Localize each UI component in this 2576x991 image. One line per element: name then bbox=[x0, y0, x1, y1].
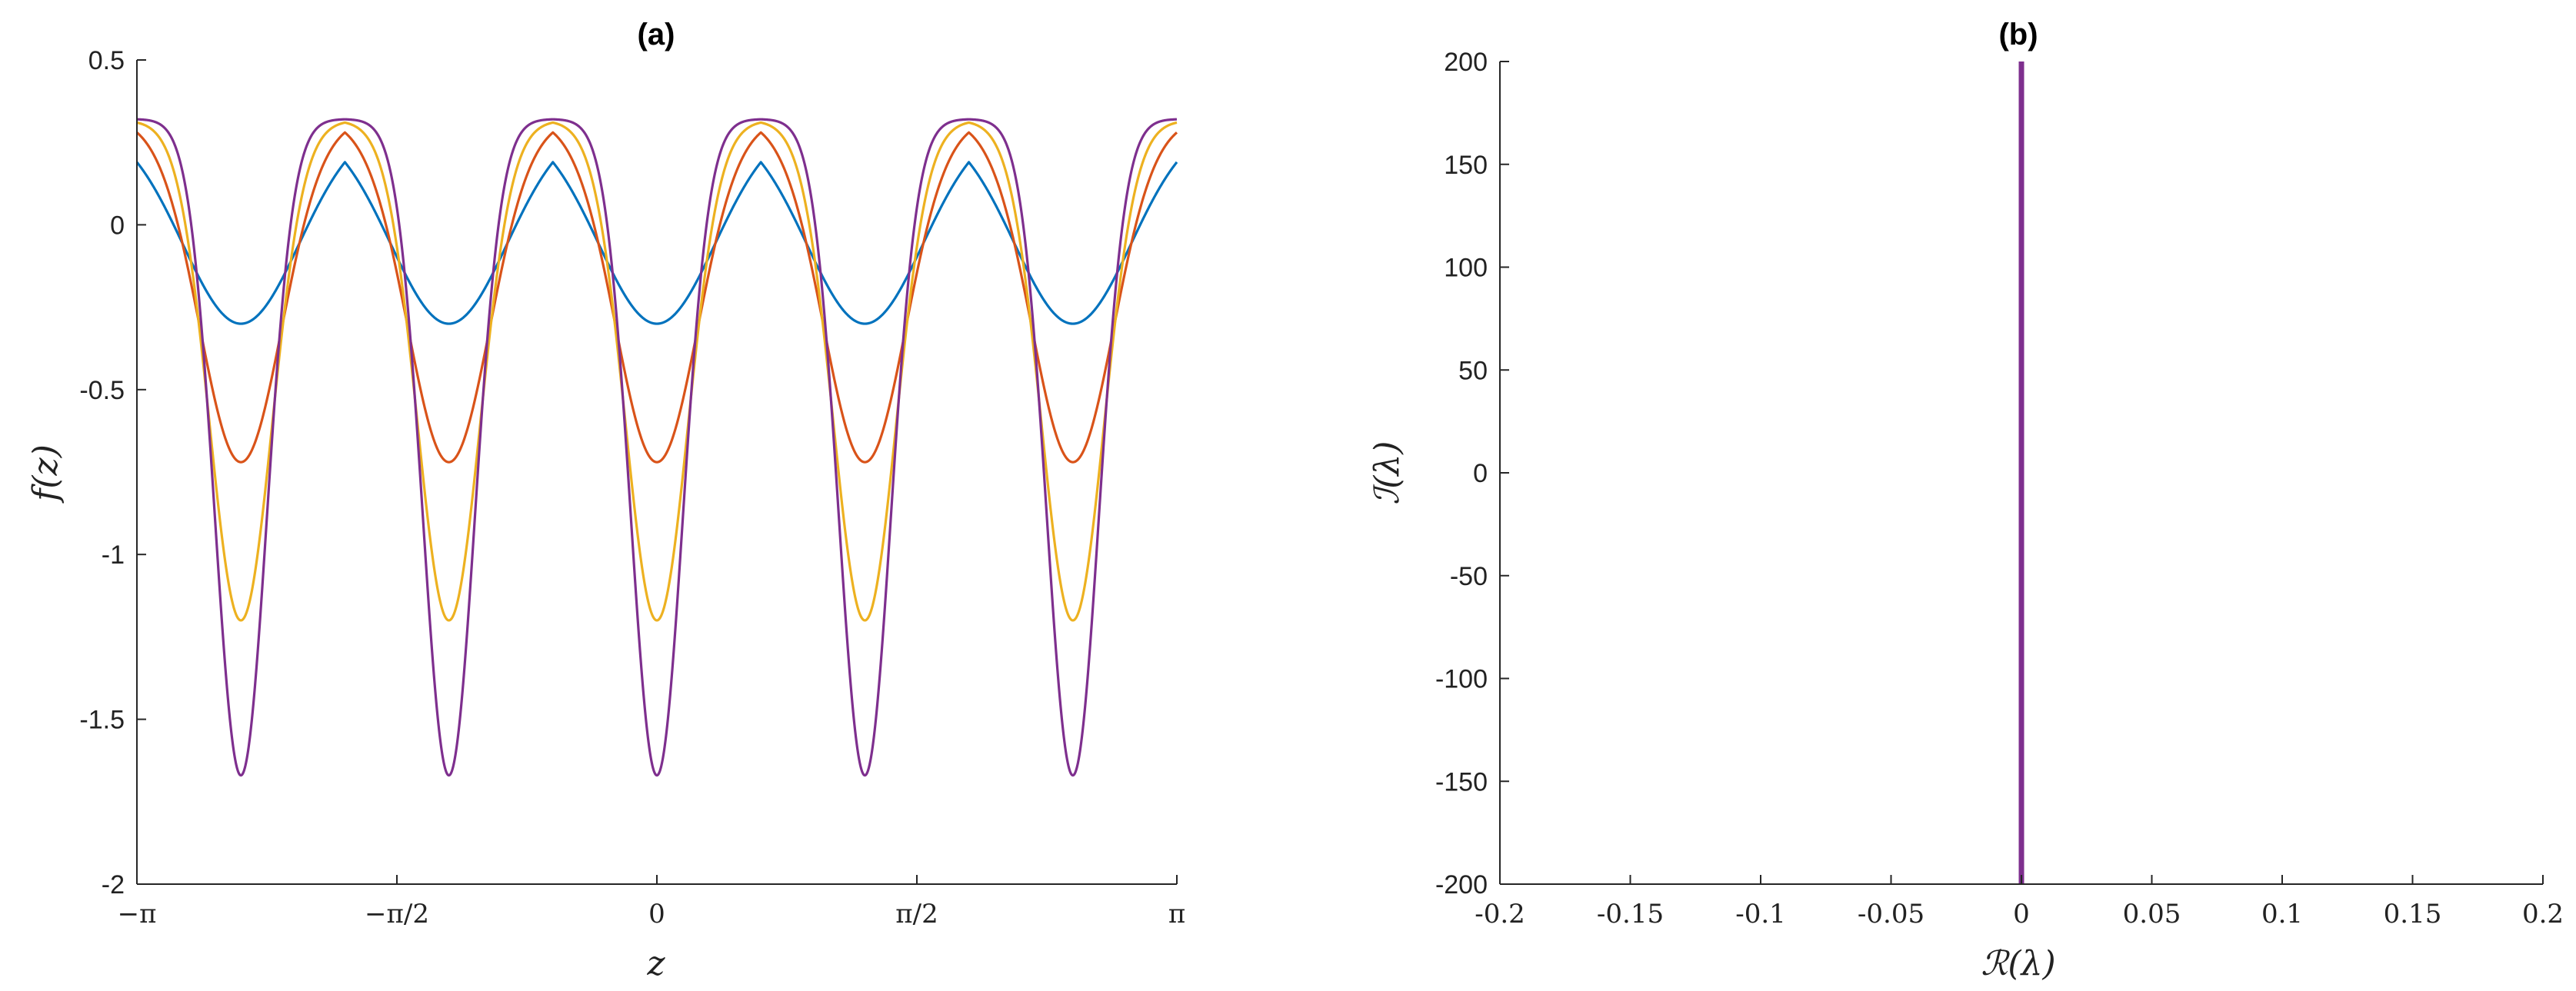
panel-a-series-4-line bbox=[136, 118, 1178, 777]
y-tick-label: -1.5 bbox=[79, 706, 125, 735]
panel-a-series-1-line bbox=[135, 161, 1178, 325]
y-tick-label: 0 bbox=[110, 211, 125, 240]
y-tick-label: -150 bbox=[1435, 767, 1488, 796]
x-tick-label: -0.2 bbox=[1475, 899, 1525, 929]
y-tick-label: -1 bbox=[102, 540, 125, 570]
panel-a: (a) −π −π/2 0 π/2 π 0.5 0 -0.5 -1 -1.5 -2 z f(z) bbox=[26, 18, 1185, 983]
panel-b-ylabel: ℐ(λ) bbox=[1368, 441, 1407, 505]
panel-a-series-3-line bbox=[136, 121, 1178, 622]
y-tick-label: 100 bbox=[1444, 254, 1488, 283]
panel-a-xlabel: z bbox=[646, 944, 665, 983]
y-tick-label: -2 bbox=[102, 870, 125, 900]
x-tick-label: 0.1 bbox=[2261, 899, 2303, 929]
x-tick-label: 0.05 bbox=[2123, 899, 2181, 929]
panel-b-title: (b) bbox=[1998, 18, 2038, 52]
x-tick-label: −π bbox=[118, 899, 157, 929]
panel-a-ylabel: f(z) bbox=[26, 444, 65, 504]
panel-b-axes: -0.2 -0.15 -0.1 -0.05 0 0.05 0.1 0.15 0.2 200 150 1… bbox=[1435, 48, 2564, 929]
x-tick-label: 0.2 bbox=[2522, 899, 2564, 929]
panel-a-title: (a) bbox=[638, 18, 675, 52]
panel-a-series-group bbox=[135, 118, 1178, 777]
x-tick-label: π bbox=[1168, 899, 1185, 929]
x-tick-label: -0.1 bbox=[1735, 899, 1786, 929]
x-tick-label: −π/2 bbox=[365, 899, 429, 929]
x-tick-label: 0 bbox=[2013, 899, 2030, 929]
y-tick-label: 50 bbox=[1458, 356, 1488, 385]
x-tick-label: 0.15 bbox=[2384, 899, 2442, 929]
y-tick-label: 200 bbox=[1444, 48, 1488, 77]
y-tick-label: 0 bbox=[1473, 459, 1488, 488]
y-tick-label: 0.5 bbox=[88, 46, 125, 75]
x-tick-label: -0.05 bbox=[1858, 899, 1925, 929]
y-tick-label: -100 bbox=[1435, 665, 1488, 694]
y-tick-label: 150 bbox=[1444, 151, 1488, 180]
panel-b-xlabel: ℛ(λ) bbox=[1981, 944, 2055, 983]
x-tick-label: 0 bbox=[648, 899, 665, 929]
y-tick-label: -0.5 bbox=[79, 376, 125, 405]
x-tick-label: -0.15 bbox=[1597, 899, 1664, 929]
panel-a-series-2-line bbox=[135, 131, 1178, 464]
y-tick-label: -50 bbox=[1450, 562, 1488, 591]
y-tick-label: -200 bbox=[1435, 870, 1488, 900]
panel-a-axes: −π −π/2 0 π/2 π 0.5 0 -0.5 -1 -1.5 -2 bbox=[79, 46, 1185, 929]
x-tick-label: π/2 bbox=[895, 899, 938, 929]
panel-b: (b) -0.2 -0.15 -0.1 -0.05 0 0.05 0.1 0.15 0.2 200… bbox=[1368, 18, 2564, 983]
